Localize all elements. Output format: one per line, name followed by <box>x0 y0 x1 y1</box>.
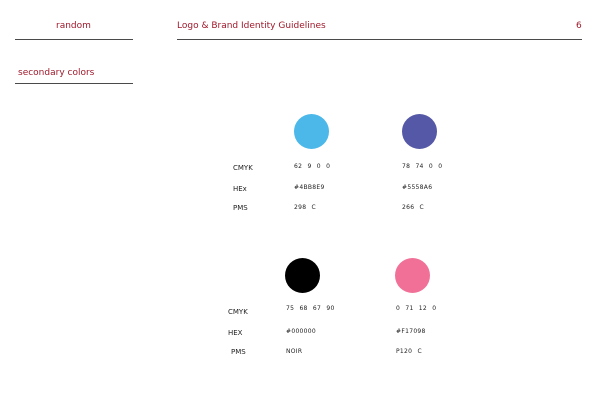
page-title: Logo & Brand Identity Guidelines <box>177 21 326 31</box>
header-divider-left <box>15 39 133 40</box>
brand-name: random <box>56 21 91 31</box>
section-divider <box>15 83 133 84</box>
hex-value-pink: #F17098 <box>396 328 426 335</box>
cmyk-value-purple: 78 74 0 0 <box>402 163 443 170</box>
cmyk-value-pink: 0 71 12 0 <box>396 305 437 312</box>
hex-label-bottom: HEX <box>228 329 243 337</box>
color-swatch-black <box>285 258 320 293</box>
pms-value-purple: 266 C <box>402 204 425 211</box>
color-swatch-light-blue <box>294 114 329 149</box>
pms-value-light-blue: 298 C <box>294 204 317 211</box>
hex-label-top: HEx <box>233 185 247 193</box>
hex-value-light-blue: #4BB8E9 <box>294 184 325 191</box>
cmyk-label-bottom: CMYK <box>228 308 248 316</box>
section-title: secondary colors <box>18 68 95 78</box>
pms-label-top: PMS <box>233 204 248 212</box>
header-divider-right <box>177 39 582 40</box>
hex-value-black: #000000 <box>286 328 317 335</box>
color-swatch-pink <box>395 258 430 293</box>
cmyk-value-light-blue: 62 9 0 0 <box>294 163 331 170</box>
cmyk-label-top: CMYK <box>233 164 253 172</box>
pms-value-pink: P120 C <box>396 348 422 355</box>
hex-value-purple: #5558A6 <box>402 184 433 191</box>
page-number: 6 <box>576 21 582 31</box>
pms-value-black: NOIR <box>286 348 303 355</box>
cmyk-value-black: 75 68 67 90 <box>286 305 335 312</box>
pms-label-bottom: PMS <box>231 348 246 356</box>
color-swatch-purple <box>402 114 437 149</box>
